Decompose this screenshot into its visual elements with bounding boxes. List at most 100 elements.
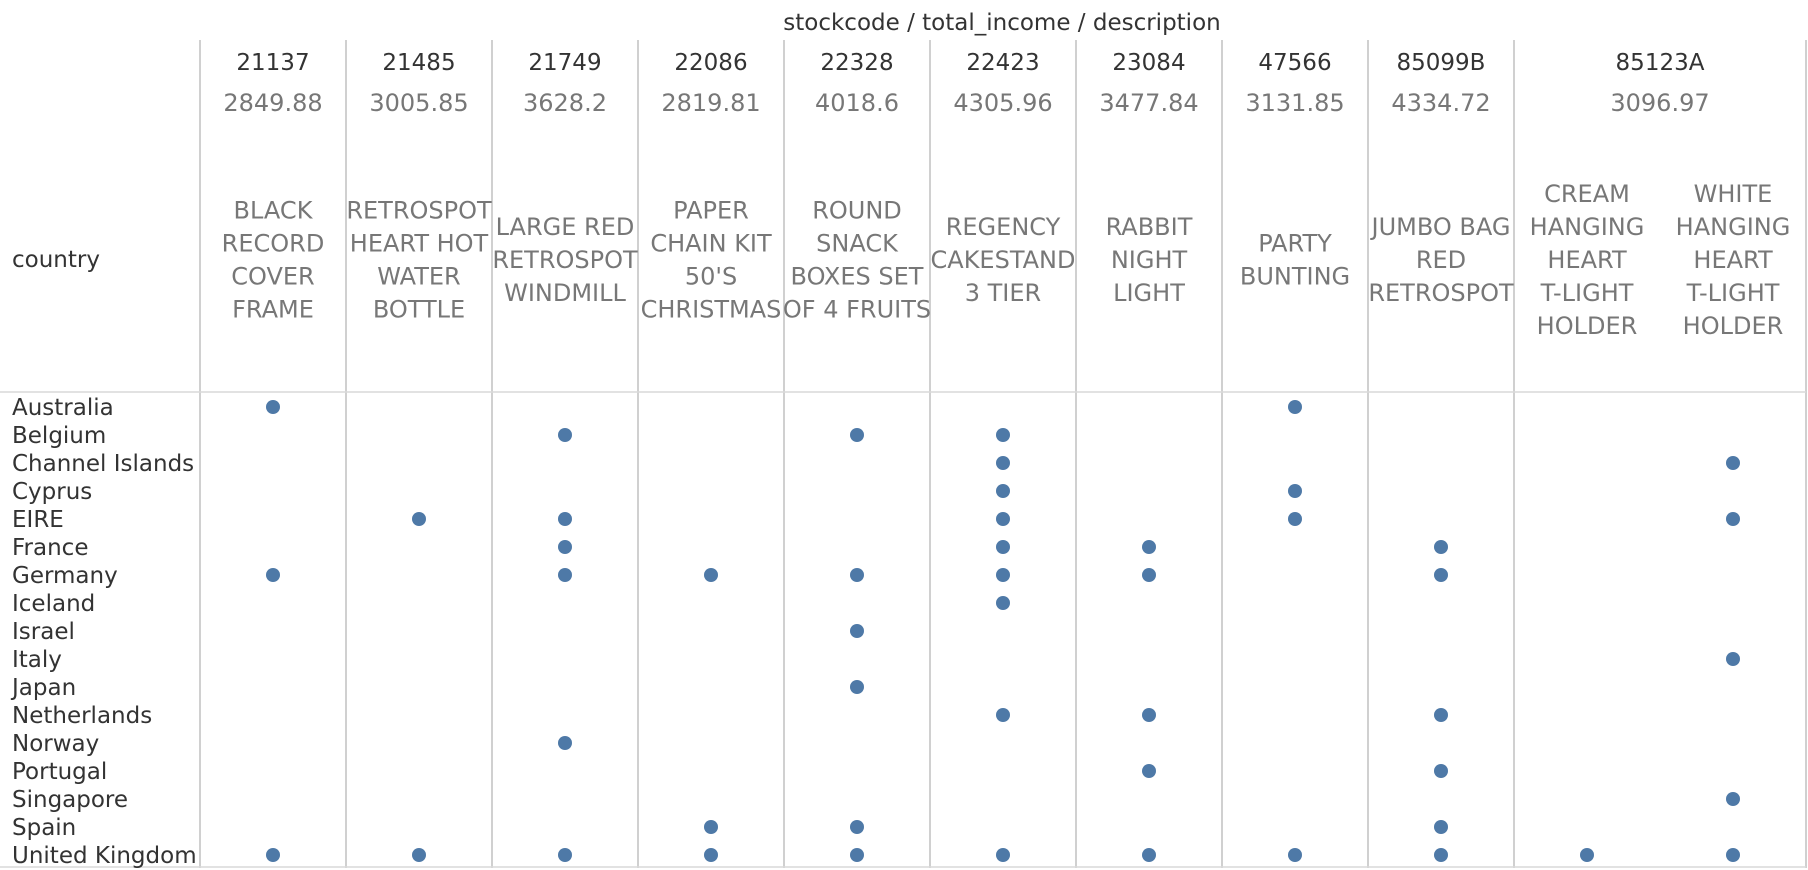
data-point[interactable] bbox=[1580, 848, 1594, 862]
stockcode-label: 85123A bbox=[1616, 50, 1705, 76]
data-point[interactable] bbox=[1434, 848, 1448, 862]
data-point[interactable] bbox=[266, 848, 280, 862]
data-point[interactable] bbox=[1434, 540, 1448, 554]
data-point[interactable] bbox=[996, 456, 1010, 470]
data-point[interactable] bbox=[1142, 764, 1156, 778]
country-label: Iceland bbox=[12, 591, 95, 617]
description-label: RABBIT NIGHT LIGHT bbox=[1106, 213, 1193, 307]
data-point[interactable] bbox=[1726, 792, 1740, 806]
data-point[interactable] bbox=[1288, 484, 1302, 498]
data-point[interactable] bbox=[1288, 512, 1302, 526]
data-point[interactable] bbox=[1434, 568, 1448, 582]
data-point[interactable] bbox=[850, 820, 864, 834]
data-point[interactable] bbox=[558, 848, 572, 862]
country-label: Belgium bbox=[12, 423, 106, 449]
data-point[interactable] bbox=[850, 428, 864, 442]
data-point[interactable] bbox=[704, 820, 718, 834]
data-point[interactable] bbox=[1434, 764, 1448, 778]
stockcode-label: 23084 bbox=[1112, 50, 1185, 76]
data-point[interactable] bbox=[996, 512, 1010, 526]
country-label: Netherlands bbox=[12, 703, 152, 729]
data-point[interactable] bbox=[996, 568, 1010, 582]
data-point[interactable] bbox=[1726, 652, 1740, 666]
data-point[interactable] bbox=[1142, 540, 1156, 554]
description-label: LARGE RED RETROSPOT WINDMILL bbox=[492, 213, 638, 307]
stockcode-label: 21137 bbox=[236, 50, 309, 76]
data-point[interactable] bbox=[850, 568, 864, 582]
total-income-label: 3131.85 bbox=[1245, 89, 1344, 117]
data-point[interactable] bbox=[1726, 456, 1740, 470]
data-point[interactable] bbox=[558, 540, 572, 554]
country-label: Spain bbox=[12, 815, 76, 841]
data-point[interactable] bbox=[1142, 848, 1156, 862]
data-point[interactable] bbox=[412, 848, 426, 862]
data-point[interactable] bbox=[704, 568, 718, 582]
stockcode-label: 22423 bbox=[966, 50, 1039, 76]
country-label: Cyprus bbox=[12, 479, 92, 505]
total-income-label: 4305.96 bbox=[953, 89, 1052, 117]
data-point[interactable] bbox=[558, 428, 572, 442]
data-point[interactable] bbox=[996, 708, 1010, 722]
description-label: WHITE HANGING HEART T-LIGHT HOLDER bbox=[1676, 180, 1791, 340]
country-label: United Kingdom bbox=[12, 843, 197, 869]
data-point[interactable] bbox=[1142, 568, 1156, 582]
data-point[interactable] bbox=[1726, 512, 1740, 526]
data-point[interactable] bbox=[1434, 820, 1448, 834]
column-headers: 21137 2849.88 BLACK RECORD COVER FRAME 21485 30… bbox=[222, 50, 1791, 340]
stockcode-label: 22328 bbox=[820, 50, 893, 76]
data-point[interactable] bbox=[704, 848, 718, 862]
data-point[interactable] bbox=[996, 484, 1010, 498]
country-label: Channel Islands bbox=[12, 451, 194, 477]
country-label: EIRE bbox=[12, 507, 64, 533]
country-label: Israel bbox=[12, 619, 75, 645]
stockcode-label: 21485 bbox=[382, 50, 455, 76]
data-point[interactable] bbox=[1288, 400, 1302, 414]
total-income-label: 4334.72 bbox=[1391, 89, 1490, 117]
data-marks bbox=[266, 400, 1740, 862]
data-point[interactable] bbox=[412, 512, 426, 526]
data-point[interactable] bbox=[1288, 848, 1302, 862]
data-point[interactable] bbox=[558, 736, 572, 750]
total-income-label: 3477.84 bbox=[1099, 89, 1198, 117]
country-label: France bbox=[12, 535, 88, 561]
data-point[interactable] bbox=[1142, 708, 1156, 722]
data-point[interactable] bbox=[996, 596, 1010, 610]
description-label: ROUND SNACK BOXES SET OF 4 FRUITS bbox=[783, 197, 931, 324]
description-label: PARTY BUNTING bbox=[1240, 230, 1350, 291]
country-label: Japan bbox=[10, 675, 76, 701]
country-label: Germany bbox=[12, 563, 118, 589]
description-label: JUMBO BAG RED RETROSPOT bbox=[1368, 213, 1514, 307]
stockcode-label: 22086 bbox=[674, 50, 747, 76]
data-point[interactable] bbox=[850, 624, 864, 638]
data-point[interactable] bbox=[1726, 848, 1740, 862]
total-income-label: 3096.97 bbox=[1610, 89, 1709, 117]
stockcode-label: 85099B bbox=[1397, 50, 1486, 76]
stockcode-label: 47566 bbox=[1258, 50, 1331, 76]
description-label: RETROSPOT HEART HOT WATER BOTTLE bbox=[346, 197, 492, 324]
data-point[interactable] bbox=[850, 680, 864, 694]
total-income-label: 2819.81 bbox=[661, 89, 760, 117]
data-point[interactable] bbox=[558, 512, 572, 526]
data-point[interactable] bbox=[996, 540, 1010, 554]
data-point[interactable] bbox=[266, 568, 280, 582]
total-income-label: 3005.85 bbox=[369, 89, 468, 117]
country-label: Singapore bbox=[12, 787, 128, 813]
total-income-label: 4018.6 bbox=[815, 89, 899, 117]
description-label: BLACK RECORD COVER FRAME bbox=[222, 197, 325, 324]
country-label: Italy bbox=[12, 647, 62, 673]
data-point[interactable] bbox=[996, 848, 1010, 862]
country-label: Norway bbox=[12, 731, 99, 757]
data-point[interactable] bbox=[266, 400, 280, 414]
row-axis-title: country bbox=[12, 247, 100, 273]
data-point[interactable] bbox=[850, 848, 864, 862]
data-point[interactable] bbox=[558, 568, 572, 582]
data-point[interactable] bbox=[1434, 708, 1448, 722]
country-label: Portugal bbox=[12, 759, 107, 785]
country-label: Australia bbox=[12, 395, 114, 421]
chart-title: stockcode / total_income / description bbox=[783, 10, 1220, 36]
grid-lines bbox=[0, 40, 1807, 868]
data-point[interactable] bbox=[996, 428, 1010, 442]
total-income-label: 3628.2 bbox=[523, 89, 607, 117]
